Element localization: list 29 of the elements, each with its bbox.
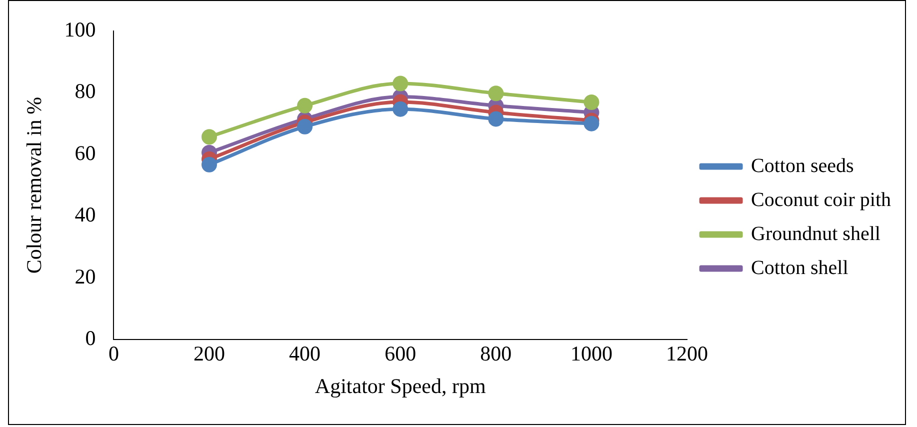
point <box>297 98 313 114</box>
point <box>584 116 600 132</box>
point <box>202 129 218 145</box>
y-tick-label: 40 <box>74 202 96 227</box>
point <box>392 76 408 92</box>
point <box>584 94 600 110</box>
legend-label: Coconut coir pith <box>751 188 892 211</box>
x-tick-label: 200 <box>194 342 226 366</box>
point <box>392 101 408 117</box>
y-axis-title: Colour removal in % <box>22 96 46 274</box>
point <box>488 111 504 127</box>
point <box>297 118 313 134</box>
x-tick-label: 1000 <box>570 342 612 366</box>
point <box>488 86 504 102</box>
x-tick-label: 600 <box>384 342 416 366</box>
y-tick-label: 100 <box>64 18 96 42</box>
y-tick-label: 20 <box>74 264 96 288</box>
x-tick-label: 1200 <box>666 342 708 366</box>
x-axis-title: Agitator Speed, rpm <box>314 374 486 398</box>
legend-label: Groundnut shell <box>751 222 881 245</box>
x-tick-label: 800 <box>480 342 512 366</box>
legend-label: Cotton seeds <box>751 154 854 177</box>
point <box>202 156 218 172</box>
x-tick-label: 400 <box>289 342 321 366</box>
y-tick-label: 0 <box>85 326 96 350</box>
legend-label: Cotton shell <box>751 256 849 279</box>
y-tick-label: 80 <box>74 79 96 104</box>
x-tick-label: 0 <box>108 342 119 366</box>
y-tick-label: 60 <box>74 140 96 165</box>
